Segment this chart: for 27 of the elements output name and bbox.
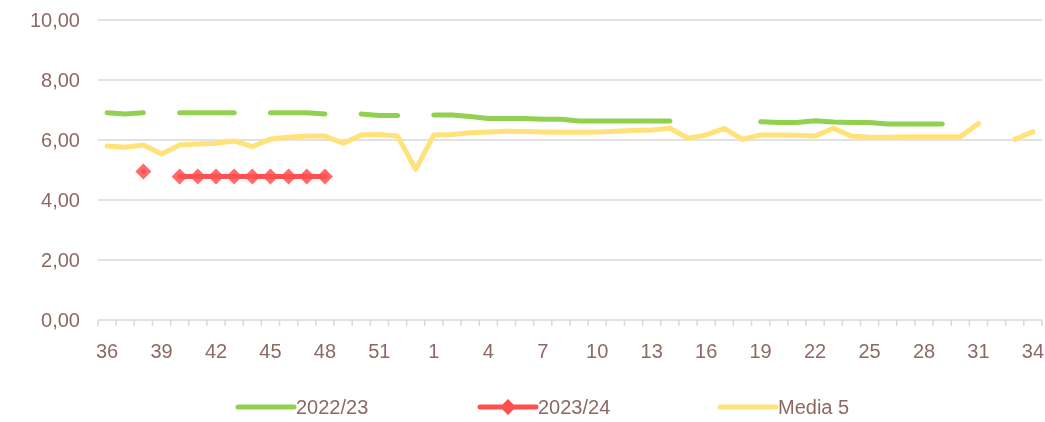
x-tick-label: 10 <box>586 340 609 362</box>
x-tick-label: 25 <box>858 340 881 362</box>
x-tick-label: 1 <box>428 340 440 362</box>
x-tick-label: 51 <box>368 340 391 362</box>
x-tick-label: 19 <box>749 340 772 362</box>
x-tick-label: 39 <box>150 340 173 362</box>
x-tick-label: 31 <box>967 340 990 362</box>
x-tick-label: 34 <box>1021 340 1045 362</box>
legend-label: 2022/23 <box>296 396 369 418</box>
legend-label: 2023/24 <box>538 396 611 418</box>
x-tick-label: 16 <box>695 340 718 362</box>
x-tick-label: 48 <box>313 340 337 362</box>
y-tick-label: 0,00 <box>41 309 80 331</box>
x-tick-label: 22 <box>803 340 827 362</box>
y-tick-label: 8,00 <box>41 69 80 91</box>
x-tick-label: 4 <box>482 340 494 362</box>
y-tick-label: 6,00 <box>41 129 80 151</box>
x-tick-label: 13 <box>640 340 663 362</box>
x-tick-label: 45 <box>259 340 282 362</box>
y-tick-label: 4,00 <box>41 189 80 211</box>
y-tick-label: 2,00 <box>41 249 80 271</box>
x-tick-label: 42 <box>204 340 228 362</box>
x-tick-label: 7 <box>537 340 549 362</box>
x-tick-label: 36 <box>95 340 119 362</box>
legend-label: Media 5 <box>778 396 850 418</box>
x-tick-label: 28 <box>912 340 936 362</box>
y-tick-label: 10,00 <box>29 9 80 31</box>
